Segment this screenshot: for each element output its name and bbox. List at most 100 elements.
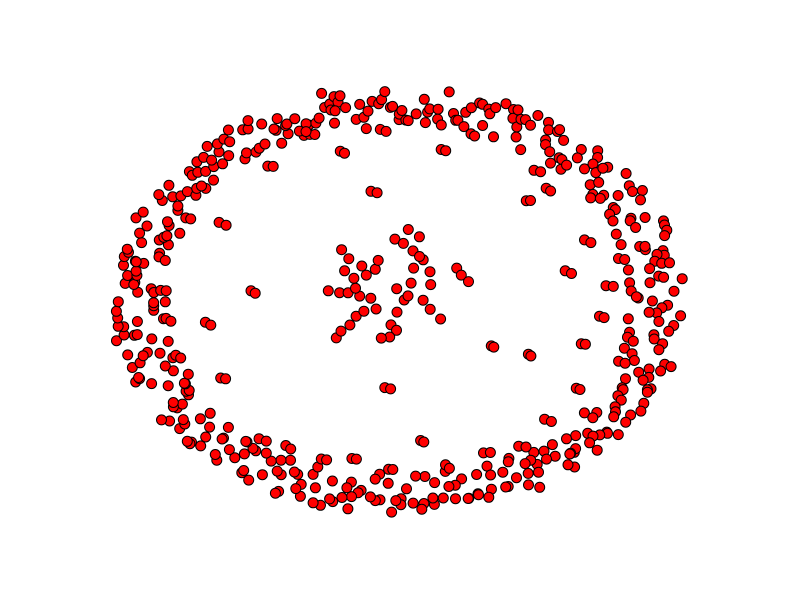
ring-node xyxy=(554,124,566,136)
ring-node xyxy=(159,360,171,372)
ring-node xyxy=(668,285,680,297)
ring-node xyxy=(658,271,670,283)
ring-node xyxy=(162,380,174,392)
ring-node xyxy=(639,212,651,223)
pair-node xyxy=(443,462,455,474)
ring-node xyxy=(462,493,474,504)
core-node xyxy=(424,303,436,315)
ring-node xyxy=(659,230,671,242)
ring-node xyxy=(416,503,428,515)
ring-node xyxy=(630,291,642,303)
ring-node xyxy=(128,279,140,290)
core-node xyxy=(370,303,382,315)
ring-node xyxy=(545,157,556,169)
ring-node xyxy=(643,306,655,318)
ring-node xyxy=(390,495,402,507)
ring-node xyxy=(362,105,374,117)
pair-node xyxy=(220,219,232,231)
ring-node xyxy=(663,325,675,337)
ring-node xyxy=(265,455,277,467)
core-node xyxy=(375,332,387,344)
ring-node xyxy=(641,386,653,398)
ring-node xyxy=(630,222,642,233)
pair-node xyxy=(484,447,496,458)
ring-node xyxy=(217,158,229,170)
ring-node xyxy=(111,335,122,347)
ring-node xyxy=(156,414,167,426)
ring-node xyxy=(608,411,620,423)
ring-node xyxy=(141,220,153,232)
core-node xyxy=(408,262,420,274)
ring-node xyxy=(182,368,194,380)
ring-node xyxy=(419,471,431,482)
ring-node xyxy=(206,154,218,166)
pair-node xyxy=(380,125,392,137)
ring-node xyxy=(607,215,619,227)
ring-node xyxy=(610,228,622,240)
ring-node xyxy=(178,377,190,389)
core-node xyxy=(389,233,401,245)
ring-node xyxy=(326,475,338,487)
pair-node xyxy=(566,268,577,279)
core-node xyxy=(435,313,447,325)
ring-node xyxy=(665,361,677,373)
ring-node xyxy=(497,466,509,478)
ring-node xyxy=(229,452,241,464)
core-node xyxy=(339,265,351,277)
ring-node xyxy=(532,110,544,121)
pair-node xyxy=(321,454,333,466)
ring-node xyxy=(612,190,624,201)
ring-node xyxy=(646,295,658,307)
ring-node xyxy=(644,263,656,275)
ring-node xyxy=(162,335,174,347)
ring-node xyxy=(558,134,570,146)
ring-node xyxy=(223,444,235,456)
ring-node xyxy=(562,459,574,471)
ring-node xyxy=(653,316,665,327)
ring-node xyxy=(584,437,596,449)
ring-node xyxy=(618,342,630,354)
ring-node xyxy=(256,118,268,130)
core-node xyxy=(360,269,372,281)
core-node xyxy=(335,325,347,337)
pair-node xyxy=(160,285,172,297)
ring-node xyxy=(387,100,399,112)
core-node xyxy=(414,251,425,262)
ring-node xyxy=(161,230,173,242)
ring-node xyxy=(167,397,179,408)
ring-node xyxy=(195,440,207,452)
ring-node xyxy=(159,296,171,308)
core-node xyxy=(417,294,429,306)
ring-node xyxy=(290,483,302,495)
pair-node xyxy=(205,319,217,331)
core-node xyxy=(391,306,403,318)
ring-node xyxy=(146,333,158,345)
pair-node xyxy=(585,237,597,249)
ring-node xyxy=(639,240,651,252)
ring-node xyxy=(309,482,321,494)
ring-node xyxy=(570,430,582,442)
ring-node xyxy=(260,447,272,459)
ring-node xyxy=(243,474,255,486)
ring-node xyxy=(511,472,522,484)
ring-node xyxy=(354,98,366,110)
ring-node xyxy=(587,412,599,424)
ring-node xyxy=(571,152,583,164)
ring-node xyxy=(136,237,148,249)
ring-node xyxy=(429,477,441,489)
ring-node xyxy=(288,466,300,478)
ring-node xyxy=(676,273,688,285)
core-node xyxy=(350,282,361,294)
ring-node xyxy=(134,227,146,239)
pair-node xyxy=(619,254,631,265)
ring-node xyxy=(153,189,165,201)
ring-node xyxy=(500,481,512,493)
ring-node xyxy=(271,465,283,477)
core-node xyxy=(463,276,474,288)
core-node xyxy=(402,290,414,302)
ring-node xyxy=(200,431,212,443)
core-node xyxy=(397,237,409,249)
pair-node xyxy=(545,185,557,197)
ring-node xyxy=(534,481,546,493)
ring-node xyxy=(224,136,236,148)
